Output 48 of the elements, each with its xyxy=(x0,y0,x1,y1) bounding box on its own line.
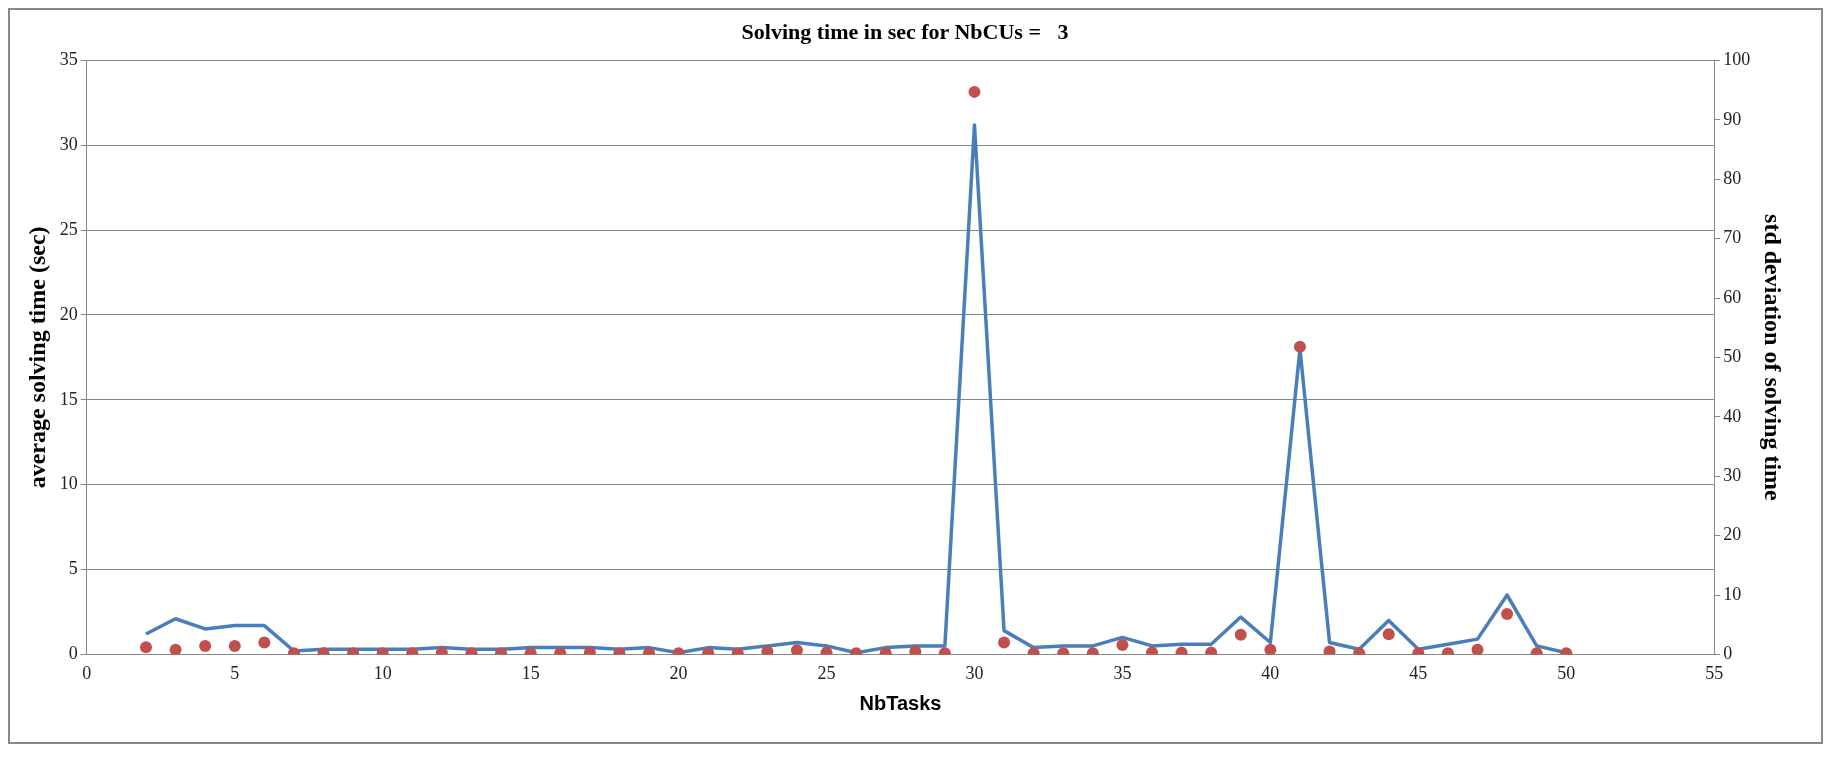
point xyxy=(1323,645,1336,655)
y2-tick-label: 30 xyxy=(1723,464,1742,485)
point xyxy=(968,85,981,98)
y2-tick-label: 10 xyxy=(1723,583,1742,604)
y-tick-label: 30 xyxy=(59,133,78,154)
x-tick-label: 10 xyxy=(373,662,392,683)
x-tick-label: 40 xyxy=(1261,662,1280,683)
y2-axis-title: std deviation of solving time xyxy=(1760,214,1787,502)
point xyxy=(790,644,803,655)
point xyxy=(258,636,271,649)
y2-tick-label: 90 xyxy=(1723,108,1742,129)
y2-tick-label: 60 xyxy=(1723,286,1742,307)
x-tick-label: 25 xyxy=(817,662,836,683)
y2-tick-label: 0 xyxy=(1723,643,1733,664)
y2-tick-label: 50 xyxy=(1723,346,1742,367)
x-tick-label: 50 xyxy=(1557,662,1576,683)
point xyxy=(761,645,774,655)
x-tick-label: 35 xyxy=(1113,662,1132,683)
y-tick-label: 0 xyxy=(68,643,78,664)
x-tick-label: 15 xyxy=(521,662,540,683)
y2-tick-label: 70 xyxy=(1723,227,1742,248)
point xyxy=(909,645,922,655)
x-tick-label: 45 xyxy=(1409,662,1428,683)
y2-tick-label: 80 xyxy=(1723,167,1742,188)
chart-title: Solving time in sec for NbCUs = 3 xyxy=(741,18,1069,44)
x-tick-label: 0 xyxy=(82,662,92,683)
y-tick-label: 15 xyxy=(59,388,78,409)
y2-tick-label: 20 xyxy=(1723,524,1742,545)
point xyxy=(169,643,182,655)
x-tick-label: 30 xyxy=(965,662,984,683)
y-tick-label: 20 xyxy=(59,303,78,324)
y-tick-label: 25 xyxy=(59,218,78,239)
y2-tick-label: 40 xyxy=(1723,405,1742,426)
y-axis-title: average solving time (sec) xyxy=(23,226,50,489)
y-tick-label: 5 xyxy=(68,558,78,579)
point xyxy=(1264,643,1277,655)
y-tick-label: 35 xyxy=(59,49,78,70)
x-axis-title: NbTasks xyxy=(859,691,942,714)
x-tick-label: 5 xyxy=(230,662,240,683)
x-tick-label: 20 xyxy=(669,662,688,683)
y2-tick-label: 100 xyxy=(1723,49,1751,70)
x-tick-label: 55 xyxy=(1705,662,1724,683)
y-tick-label: 10 xyxy=(59,473,78,494)
point xyxy=(1116,638,1129,651)
point xyxy=(998,636,1011,649)
point xyxy=(1471,643,1484,655)
point xyxy=(1293,340,1306,353)
point xyxy=(1234,628,1247,641)
